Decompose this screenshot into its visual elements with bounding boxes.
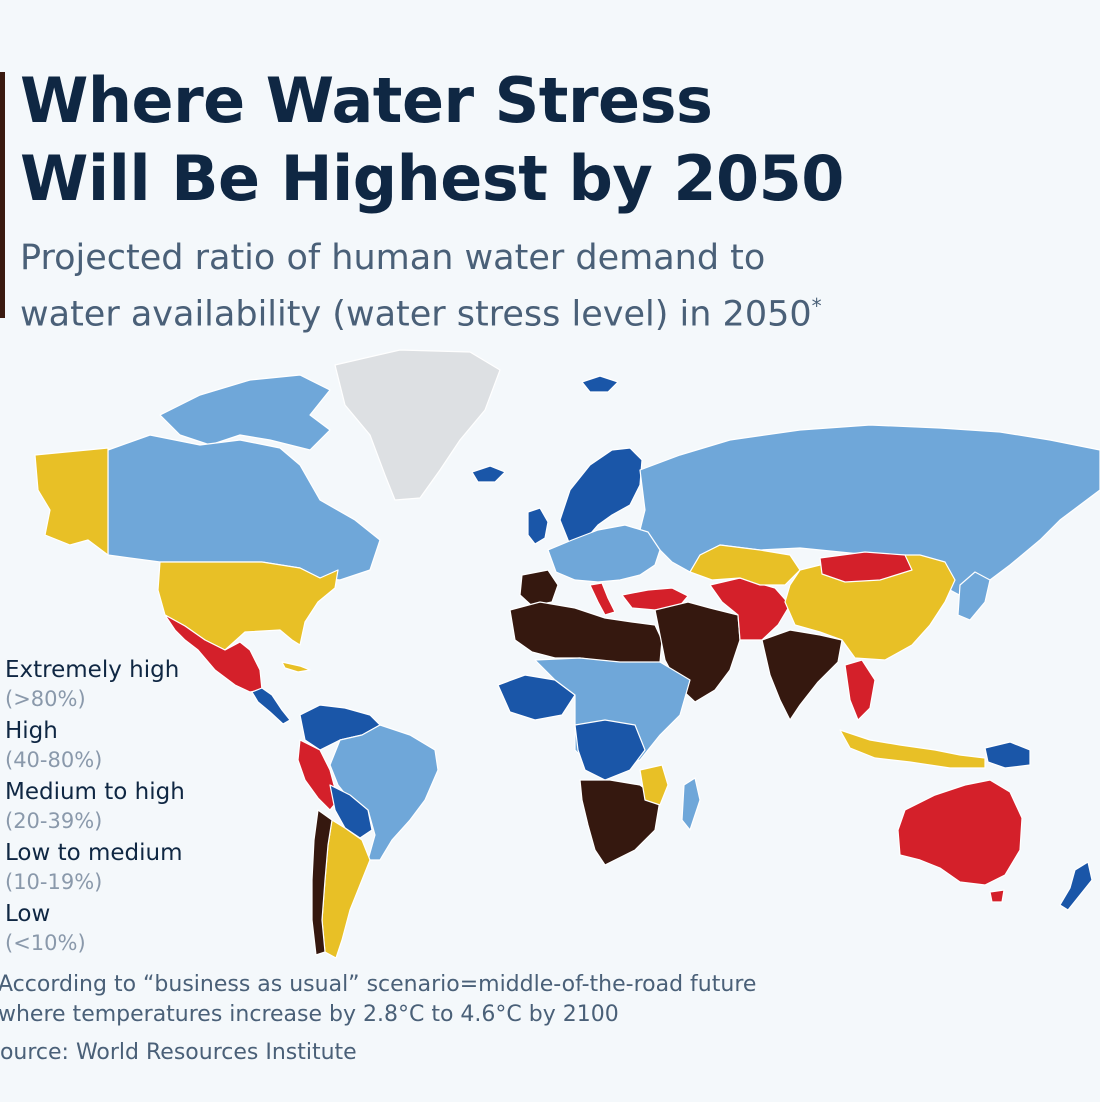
legend-range: (20-39%) bbox=[5, 809, 103, 833]
region-svalbard bbox=[581, 375, 619, 393]
region-arctic-islands bbox=[159, 374, 331, 451]
legend: Extremely high (>80%) High (40-80%) Medi… bbox=[5, 655, 185, 960]
region-uk bbox=[527, 507, 549, 545]
region-canada bbox=[107, 434, 381, 581]
legend-item-low-to-medium: Low to medium (10-19%) bbox=[5, 838, 185, 896]
region-new-zealand bbox=[1059, 861, 1093, 911]
legend-label: Medium to high bbox=[5, 779, 185, 805]
region-indonesia bbox=[839, 729, 986, 769]
region-southern-africa bbox=[579, 779, 661, 866]
subtitle: Projected ratio of human water demand to… bbox=[20, 234, 822, 339]
legend-range: (10-19%) bbox=[5, 870, 103, 894]
region-iceland bbox=[471, 465, 506, 483]
region-west-africa bbox=[497, 674, 576, 721]
world-map bbox=[34, 349, 1100, 959]
legend-label: Extremely high bbox=[5, 657, 180, 683]
subtitle-line-1: Projected ratio of human water demand to bbox=[20, 238, 766, 278]
region-india bbox=[761, 629, 843, 721]
region-papua bbox=[984, 741, 1031, 769]
subtitle-line-2: water availability (water stress level) … bbox=[20, 294, 812, 335]
subtitle-footnote-mark: * bbox=[811, 294, 822, 318]
footnote-line-2: where temperatures increase by 2.8°C to … bbox=[0, 1002, 619, 1027]
region-tasmania bbox=[989, 889, 1005, 903]
region-congo bbox=[574, 719, 646, 781]
region-peru bbox=[297, 739, 339, 811]
legend-item-low: Low (<10%) bbox=[5, 899, 185, 957]
legend-item-medium-to-high: Medium to high (20-39%) bbox=[5, 777, 185, 835]
footnote: According to “business as usual” scenari… bbox=[0, 970, 756, 1030]
region-mozambique bbox=[639, 764, 669, 806]
footnote-line-1: According to “business as usual” scenari… bbox=[0, 972, 757, 997]
region-spain bbox=[519, 569, 559, 607]
region-alaska bbox=[34, 447, 109, 556]
region-turkey bbox=[621, 587, 689, 611]
accent-bar bbox=[0, 72, 5, 318]
region-north-africa bbox=[509, 601, 663, 666]
region-bolivia bbox=[329, 784, 373, 839]
legend-item-high: High (40-80%) bbox=[5, 716, 185, 774]
page-title: Where Water Stress Will Be Highest by 20… bbox=[20, 62, 844, 218]
legend-label: Low bbox=[5, 901, 51, 927]
region-chile bbox=[311, 809, 333, 956]
title-line-1: Where Water Stress bbox=[20, 64, 713, 137]
region-mongolia bbox=[819, 551, 913, 583]
region-china bbox=[784, 554, 956, 661]
legend-label: Low to medium bbox=[5, 840, 183, 866]
region-western-europe bbox=[547, 524, 661, 583]
region-southeast-asia bbox=[844, 659, 876, 721]
region-madagascar bbox=[681, 777, 701, 831]
region-greenland bbox=[334, 349, 501, 501]
legend-item-extremely-high: Extremely high (>80%) bbox=[5, 655, 185, 713]
legend-range: (<10%) bbox=[5, 931, 86, 955]
source-credit: Source: World Resources Institute bbox=[0, 1040, 357, 1065]
region-central-africa bbox=[534, 657, 691, 771]
region-caribbean bbox=[281, 661, 311, 673]
legend-range: (>80%) bbox=[5, 687, 86, 711]
region-japan bbox=[957, 571, 991, 621]
region-australia bbox=[897, 779, 1023, 886]
legend-range: (40-80%) bbox=[5, 748, 103, 772]
region-central-america bbox=[251, 687, 291, 725]
title-line-2: Will Be Highest by 2050 bbox=[20, 142, 844, 215]
region-italy bbox=[589, 582, 616, 616]
legend-label: High bbox=[5, 718, 58, 744]
